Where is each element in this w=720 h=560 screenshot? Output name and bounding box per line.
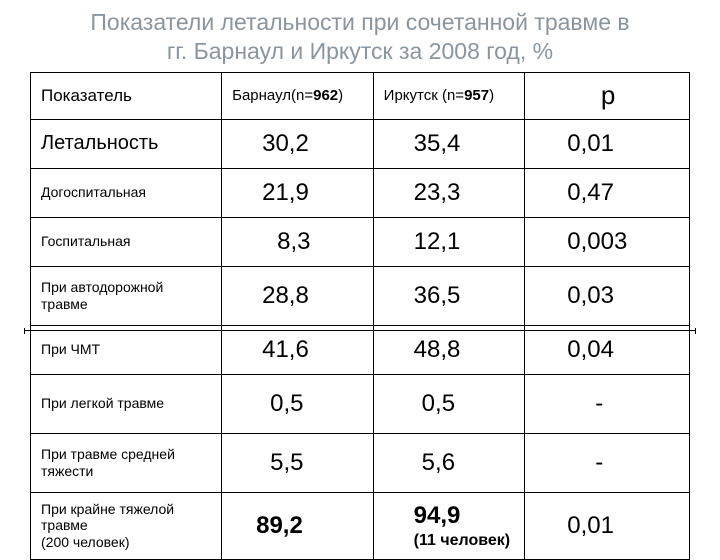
- row-irkutsk: 0,5: [373, 374, 525, 433]
- row-barnaul: 5,5: [222, 433, 374, 492]
- table-row: При автодорожной травме 28,8 36,5 0,03: [31, 266, 690, 325]
- row-barnaul: 41,6: [222, 325, 374, 374]
- row-barnaul: 30,2: [222, 119, 374, 168]
- table-row: При легкой травме 0,5 0,5 -: [31, 374, 690, 433]
- row-barnaul: 28,8: [222, 266, 374, 325]
- header-irkutsk: Иркутск (n=957): [373, 72, 525, 119]
- row-barnaul: 0,5: [222, 374, 374, 433]
- row-irkutsk: 35,4: [373, 119, 525, 168]
- row-barnaul: 8,3: [222, 217, 374, 266]
- header-barnaul: Барнаул(n=962): [222, 72, 374, 119]
- row-irkutsk: 36,5: [373, 266, 525, 325]
- row-barnaul: 89,2: [222, 492, 374, 559]
- title-line-1: Показатели летальности при сочетанной тр…: [90, 9, 629, 35]
- row-label: Догоспитальная: [31, 168, 222, 217]
- row-p: 0,003: [525, 217, 690, 266]
- row-p: 0,01: [525, 119, 690, 168]
- row-label: Госпитальная: [31, 217, 222, 266]
- table-row: При травме средней тяжести 5,5 5,6 -: [31, 433, 690, 492]
- row-label: При легкой травме: [31, 374, 222, 433]
- row-p: 0,01: [525, 492, 690, 559]
- table-row: Догоспитальная 21,9 23,3 0,47: [31, 168, 690, 217]
- row-label: При крайне тяжелой травме (200 человек): [31, 492, 222, 559]
- table-row: При ЧМТ 41,6 48,8 0,04: [31, 325, 690, 374]
- row-label: При ЧМТ: [31, 325, 222, 374]
- slide: Показатели летальности при сочетанной тр…: [0, 0, 720, 540]
- row-p: 0,04: [525, 325, 690, 374]
- slide-title: Показатели летальности при сочетанной тр…: [30, 8, 690, 66]
- row-label: При автодорожной травме: [31, 266, 222, 325]
- table-row: Госпитальная 8,3 12,1 0,003: [31, 217, 690, 266]
- row-p: -: [525, 433, 690, 492]
- row-irkutsk: 48,8: [373, 325, 525, 374]
- header-p: р: [525, 72, 690, 119]
- row-irkutsk: 5,6: [373, 433, 525, 492]
- table-header-row: Показатель Барнаул(n=962) Иркутск (n=957…: [31, 72, 690, 119]
- row-p: -: [525, 374, 690, 433]
- row-label: Летальность: [31, 119, 222, 168]
- header-indicator: Показатель: [31, 72, 222, 119]
- table-row: Летальность 30,2 35,4 0,01: [31, 119, 690, 168]
- row-p: 0,03: [525, 266, 690, 325]
- row-p: 0,47: [525, 168, 690, 217]
- row-barnaul: 21,9: [222, 168, 374, 217]
- title-line-2: гг. Барнаул и Иркутск за 2008 год, %: [167, 38, 553, 64]
- row-label: При травме средней тяжести: [31, 433, 222, 492]
- row-irkutsk: 94,9 (11 человек): [373, 492, 525, 559]
- mortality-table: Показатель Барнаул(n=962) Иркутск (n=957…: [30, 72, 690, 560]
- connector-line: [24, 330, 696, 331]
- table-row: При крайне тяжелой травме (200 человек) …: [31, 492, 690, 559]
- row-irkutsk: 23,3: [373, 168, 525, 217]
- row-irkutsk: 12,1: [373, 217, 525, 266]
